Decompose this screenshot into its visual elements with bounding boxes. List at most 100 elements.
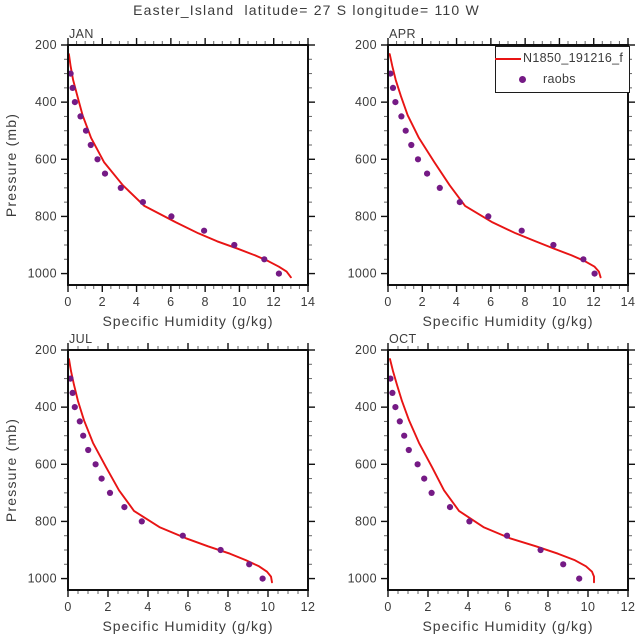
raobs-dot — [456, 199, 463, 206]
y-axis-title: Pressure (mb) — [3, 113, 19, 217]
x-tick-label: 4 — [133, 295, 140, 309]
month-label: APR — [389, 27, 416, 41]
raobs-dot — [82, 127, 90, 134]
raobs-dots — [67, 375, 266, 582]
x-tick-label: 6 — [504, 600, 511, 614]
x-axis-title: Specific Humidity (g/kg) — [102, 313, 273, 329]
plot-border — [67, 349, 309, 591]
x-tick-label: 2 — [419, 295, 426, 309]
raobs-dot — [398, 113, 405, 120]
raobs-dot — [550, 241, 557, 249]
raobs-dot — [485, 213, 492, 220]
x-tick-label: 0 — [64, 600, 71, 614]
raobs-dot — [408, 141, 415, 149]
x-tick-label: 10 — [581, 600, 596, 614]
major-ticks — [381, 38, 635, 292]
x-axis-title: Specific Humidity (g/kg) — [422, 313, 593, 329]
raobs-dot — [71, 99, 78, 106]
x-tick-label: 8 — [521, 295, 528, 309]
raobs-dot — [117, 184, 124, 191]
raobs-dot — [389, 389, 396, 396]
x-tick-label: 14 — [621, 295, 636, 309]
raobs-dot — [436, 184, 443, 191]
raobs-dot — [77, 113, 84, 120]
raobs-dot — [518, 227, 525, 234]
raobs-dots — [387, 70, 598, 277]
raobs-dot — [87, 141, 94, 149]
chart-title: Easter_Island latitude= 27 S longitude= … — [133, 2, 480, 18]
raobs-dot — [466, 518, 473, 525]
raobs-dot — [138, 518, 145, 525]
raobs-dot — [69, 84, 76, 91]
panel-chart-oct: 0 2 4 6 8 10 12 200 400 600 800 1000 OCT Specific Hum… — [348, 332, 636, 634]
raobs-dot — [401, 432, 408, 439]
x-tick-label: 0 — [384, 600, 391, 614]
raobs-dot — [94, 156, 101, 163]
raobs-dot — [106, 489, 114, 496]
x-tick-label: 4 — [464, 600, 471, 614]
y-tick-label: 400 — [355, 400, 377, 414]
raobs-dot — [414, 156, 422, 163]
raobs-dot — [217, 546, 224, 554]
plot-border — [387, 44, 629, 286]
x-tick-label: 4 — [144, 600, 151, 614]
x-tick-label: 0 — [64, 295, 71, 309]
y-tick-label: 200 — [35, 343, 57, 357]
minor-ticks — [64, 346, 312, 594]
y-tick-label: 1000 — [28, 572, 57, 586]
x-tick-label: 10 — [261, 600, 276, 614]
minor-ticks — [64, 41, 312, 289]
raobs-dot — [71, 404, 78, 411]
y-tick-label: 400 — [35, 400, 57, 414]
x-tick-label: 8 — [201, 295, 208, 309]
y-tick-label: 1000 — [348, 267, 377, 281]
y-tick-label: 600 — [35, 457, 57, 471]
legend-raobs-label: raobs — [543, 72, 576, 86]
raobs-dot — [580, 256, 587, 263]
raobs-dot — [85, 446, 92, 454]
major-ticks — [61, 38, 315, 292]
x-tick-label: 2 — [99, 295, 106, 309]
y-tick-label: 800 — [35, 209, 57, 223]
x-tick-label: 10 — [552, 295, 567, 309]
raobs-dot — [92, 461, 99, 468]
legend-raobs-dot-swatch — [519, 76, 526, 83]
x-tick-label: 0 — [384, 295, 391, 309]
model-line — [389, 358, 595, 584]
x-tick-label: 6 — [167, 295, 174, 309]
raobs-dot — [576, 575, 583, 582]
major-ticks — [61, 343, 315, 597]
legend-model-line-swatch — [495, 58, 521, 60]
raobs-dot — [98, 475, 105, 482]
legend-box: N1850_191216_f raobs — [495, 46, 630, 93]
plot-border — [67, 44, 309, 286]
x-axis-title: Specific Humidity (g/kg) — [422, 618, 593, 634]
raobs-dots — [387, 375, 583, 582]
model-line — [67, 53, 292, 279]
y-tick-label: 200 — [35, 38, 57, 52]
y-tick-label: 600 — [355, 152, 377, 166]
raobs-dot — [503, 532, 511, 539]
model-line — [388, 53, 602, 279]
raobs-dot — [201, 227, 208, 234]
x-tick-label: 12 — [586, 295, 601, 309]
x-axis-title: Specific Humidity (g/kg) — [102, 618, 273, 634]
raobs-dot — [389, 84, 397, 91]
raobs-dot — [179, 532, 186, 539]
raobs-dot — [428, 489, 435, 496]
y-tick-label: 400 — [35, 95, 57, 109]
minor-ticks — [384, 346, 632, 594]
raobs-dot — [396, 418, 403, 425]
x-tick-label: 4 — [453, 295, 460, 309]
y-tick-label: 800 — [355, 209, 377, 223]
x-tick-label: 12 — [621, 600, 636, 614]
raobs-dot — [259, 575, 266, 582]
x-tick-label: 8 — [224, 600, 231, 614]
raobs-dot — [591, 270, 598, 277]
x-tick-label: 8 — [544, 600, 551, 614]
raobs-dot — [261, 256, 268, 263]
raobs-dot — [139, 199, 146, 206]
raobs-dot — [392, 99, 399, 106]
y-tick-label: 600 — [35, 152, 57, 166]
